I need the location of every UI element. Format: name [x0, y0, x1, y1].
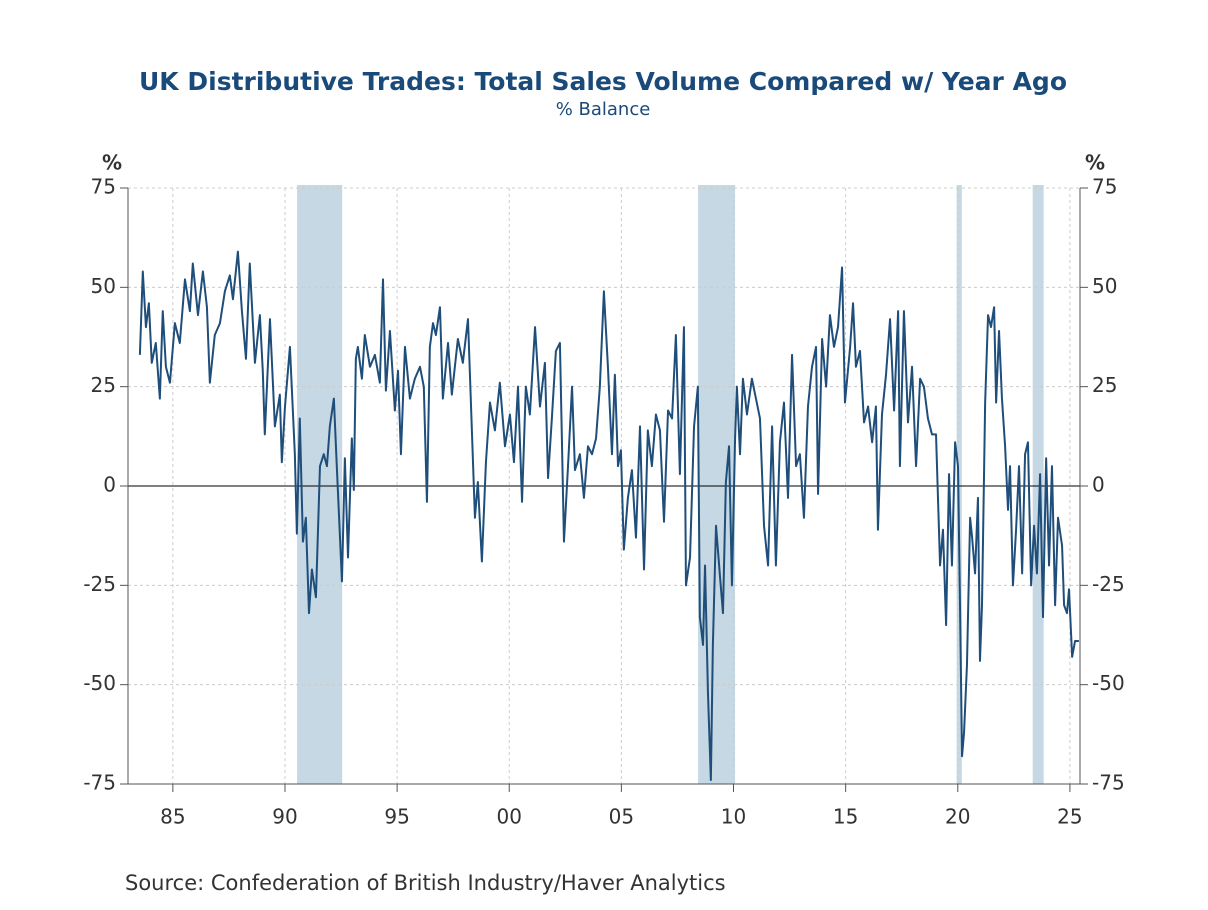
data-line [138, 250, 1079, 782]
x-tick-label: 00 [497, 805, 522, 829]
x-tick-label: 85 [160, 805, 185, 829]
y-tick-label: 50 [91, 274, 116, 298]
recession-band [1032, 185, 1044, 784]
y-axis-label: % [102, 151, 122, 175]
y2-tick-label: 75 [1092, 175, 1117, 199]
y2-tick-label: 0 [1092, 473, 1105, 497]
x-tick-label: 10 [721, 805, 746, 829]
y2-tick-label: 25 [1092, 373, 1117, 397]
y-tick-label: 0 [103, 473, 116, 497]
x-tick-label: 90 [272, 805, 297, 829]
y2-tick-label: 50 [1092, 274, 1117, 298]
x-tick-label: 25 [1057, 805, 1082, 829]
y2-tick-label: -25 [1092, 572, 1125, 596]
y-tick-label: -75 [83, 771, 116, 795]
y-tick-label: 25 [91, 373, 116, 397]
chart-subtitle: % Balance [556, 99, 651, 120]
x-tick-label: 15 [833, 805, 858, 829]
y2-axis-label: % [1085, 151, 1105, 175]
y-tick-label: 75 [91, 175, 116, 199]
x-tick-label: 20 [945, 805, 970, 829]
y-tick-label: -25 [83, 572, 116, 596]
x-tick-label: 95 [384, 805, 409, 829]
source-note: Source: Confederation of British Industr… [125, 871, 726, 895]
y2-tick-label: -75 [1092, 771, 1125, 795]
chart-title: UK Distributive Trades: Total Sales Volu… [139, 67, 1067, 96]
x-tick-label: 05 [609, 805, 634, 829]
y-tick-label: -50 [83, 671, 116, 695]
y2-tick-label: -50 [1092, 671, 1125, 695]
